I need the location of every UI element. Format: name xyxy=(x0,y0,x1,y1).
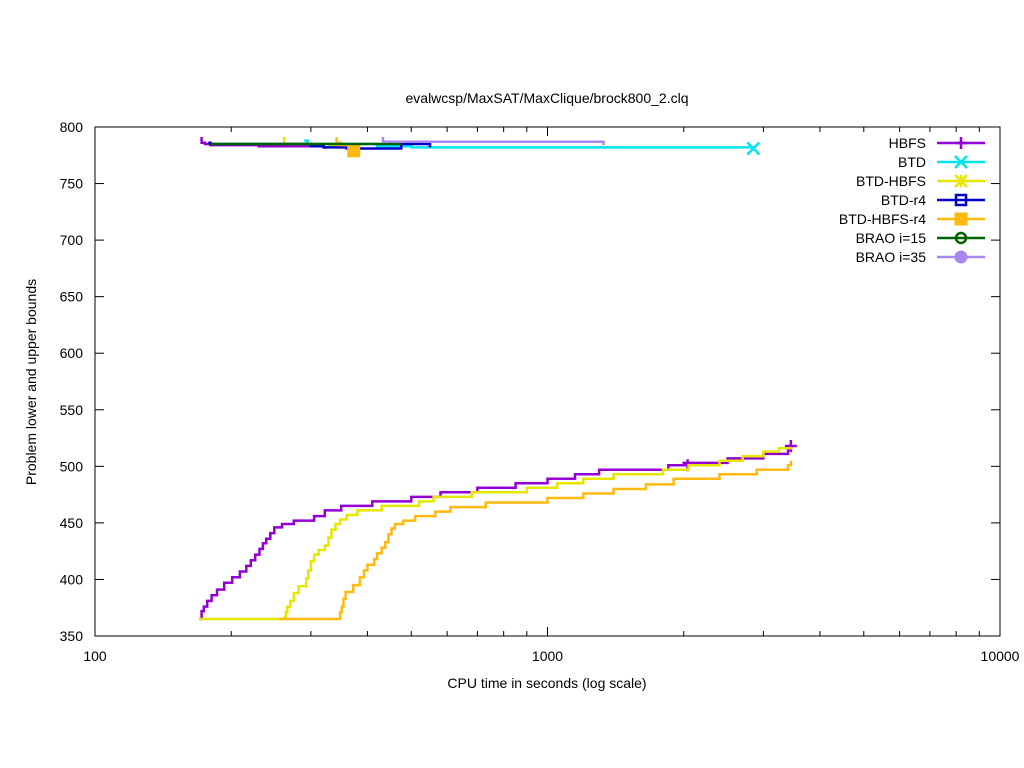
plot-area xyxy=(199,137,797,621)
legend-label-btd: BTD xyxy=(898,154,926,170)
y-tick-label: 400 xyxy=(60,571,84,587)
legend-marker-btd-hbfs-r4 xyxy=(954,212,968,226)
legend-marker-btd-hbfs xyxy=(954,174,968,188)
y-tick-label: 500 xyxy=(60,458,84,474)
y-tick-label: 800 xyxy=(60,119,84,135)
y-axis-label: Problem lower and upper bounds xyxy=(23,279,39,485)
series-btd-marker-0 xyxy=(746,141,761,156)
legend-marker-btd-hbfs-r4-shape xyxy=(954,212,968,226)
legend-marker-brao-i-35 xyxy=(954,250,968,264)
series-btd-hbfs-r4-lower-line xyxy=(279,460,793,621)
legend-marker-brao-i-15-shape xyxy=(954,231,968,245)
series-btd-upper-line xyxy=(304,139,755,149)
y-tick-label: 700 xyxy=(60,232,84,248)
legend-marker-hbfs xyxy=(955,137,967,149)
x-axis-label: CPU time in seconds (log scale) xyxy=(447,675,646,691)
legend-label-hbfs: HBFS xyxy=(889,135,926,151)
x-tick-label: 10000 xyxy=(981,648,1020,664)
chart-title: evalwcsp/MaxSAT/MaxClique/brock800_2.clq xyxy=(406,90,689,106)
legend-marker-btd xyxy=(954,155,968,169)
x-tick-label: 100 xyxy=(83,648,107,664)
legend-marker-btd-hbfs-shape xyxy=(954,174,968,188)
legend-marker-brao-i-15 xyxy=(954,231,968,245)
series-btd-marker-0-shape xyxy=(746,141,761,156)
legend-label-brao-i-15: BRAO i=15 xyxy=(856,230,927,246)
series-btd-hbfs-lower-line xyxy=(199,446,793,621)
legend-label-brao-i-35: BRAO i=35 xyxy=(856,249,927,265)
y-tick-label: 550 xyxy=(60,402,84,418)
y-tick-label: 650 xyxy=(60,289,84,305)
series-hbfs-marker-0 xyxy=(784,439,797,452)
y-tick-label: 450 xyxy=(60,515,84,531)
series-btd-hbfs-r4-marker-0 xyxy=(347,144,361,158)
legend-marker-btd-shape xyxy=(954,155,968,169)
legend-label-btd-hbfs: BTD-HBFS xyxy=(856,173,926,189)
series-btd-hbfs-r4-marker-0-shape xyxy=(347,144,361,158)
legend-marker-btd-r4 xyxy=(954,193,968,207)
series-hbfs-marker-0-shape xyxy=(784,439,797,452)
axes: 350 400 450 500 550 600 650 700 750 800 100 1000 100… xyxy=(60,119,1020,664)
legend-marker-btd-r4-shape xyxy=(954,193,968,207)
y-tick-label: 750 xyxy=(60,176,84,192)
y-tick-label: 600 xyxy=(60,345,84,361)
legend-marker-brao-i-35-shape xyxy=(954,250,968,264)
y-tick-label: 350 xyxy=(60,628,84,644)
legend-marker-hbfs-shape xyxy=(955,137,967,149)
legend-label-btd-hbfs-r4: BTD-HBFS-r4 xyxy=(839,211,926,227)
series-hbfs-upper-line xyxy=(200,137,311,148)
legend: HBFS BTD BTD-HBFS BTD-r4 BTD-HBFS-r4 BRAO i=1… xyxy=(839,135,985,265)
series-hbfs-lower-line xyxy=(199,444,793,621)
series-brao-i-35-upper-line xyxy=(381,137,605,146)
legend-label-btd-r4: BTD-r4 xyxy=(881,192,926,208)
x-tick-label: 1000 xyxy=(532,648,563,664)
